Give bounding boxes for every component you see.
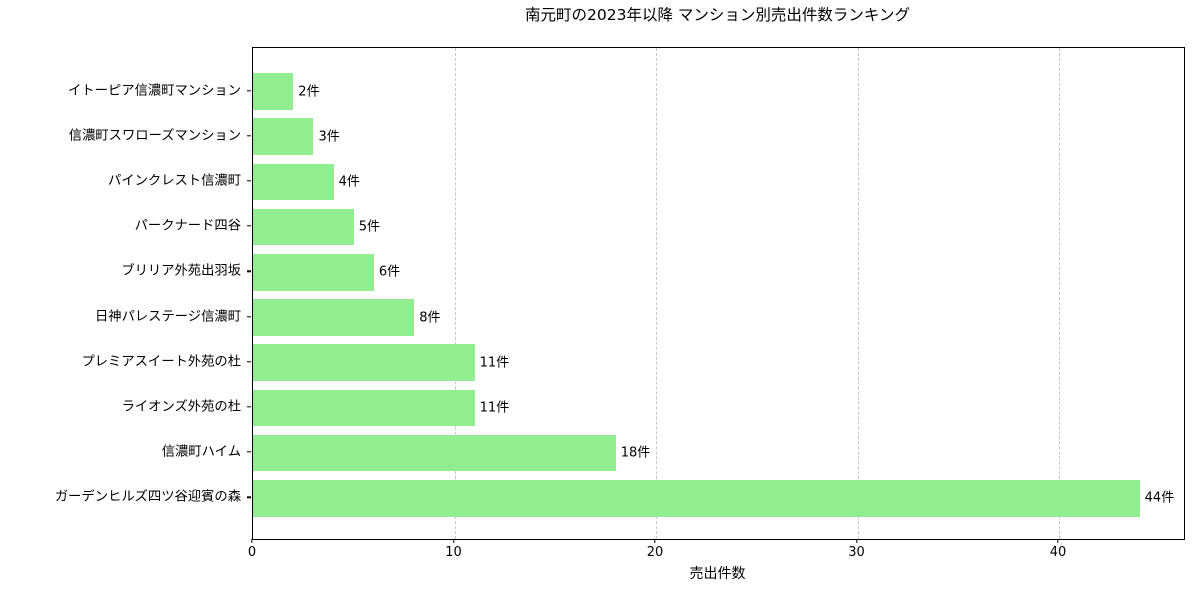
x-tick-mark [654, 539, 656, 544]
gridline [1059, 48, 1061, 539]
bar-value-label: 6件 [378, 264, 401, 280]
bar-value-label: 18件 [620, 445, 651, 461]
bar [253, 163, 334, 201]
x-tick-label: 20 [646, 545, 664, 560]
bar-value-label: 4件 [338, 174, 360, 190]
x-axis-label: 売出件数 [689, 566, 746, 582]
bar-value-label: 8件 [419, 310, 441, 325]
y-tick-label: ブリリア外苑出羽坂 [121, 263, 241, 279]
x-tick-label: 30 [848, 545, 865, 560]
y-tick-label: パークナード四谷 [134, 218, 241, 234]
x-tick-mark [855, 539, 858, 544]
plot-area: 2件 3件 4件 5件 6件 8件 11件 11件 18件 44件 [252, 47, 1185, 540]
bar [253, 299, 415, 336]
y-tick-mark [246, 89, 251, 92]
bar [253, 118, 314, 155]
gridline [656, 48, 658, 539]
bar [253, 254, 374, 291]
gridline [454, 48, 456, 539]
bar-value-label: 5件 [358, 219, 381, 235]
x-tick-mark [452, 539, 455, 544]
y-tick-label: 信濃町スワローズマンション [68, 128, 241, 144]
x-tick-mark [251, 539, 253, 544]
x-tick-label: 10 [445, 545, 462, 560]
x-tick-mark [1057, 539, 1059, 544]
y-tick-mark [246, 180, 251, 182]
y-tick-label: 日神パレステージ信濃町 [95, 308, 241, 324]
y-tick-mark [246, 406, 251, 408]
y-tick-mark [246, 225, 251, 227]
bar-value-label: 44件 [1144, 490, 1175, 506]
y-tick-mark [246, 451, 251, 453]
y-tick-label: パインクレスト信濃町 [108, 173, 241, 189]
y-tick-label: 信濃町ハイム [161, 444, 241, 460]
bar-value-label: 3件 [318, 129, 340, 145]
chart-title: 南元町の2023年以降 マンション別売出件数ランキング [525, 6, 910, 24]
y-tick-label: イトーピア信濃町マンション [68, 82, 241, 98]
bar [253, 480, 1140, 517]
y-tick-mark [246, 360, 251, 363]
x-tick-label: 40 [1049, 545, 1067, 560]
bar [253, 389, 475, 427]
y-tick-mark [246, 496, 251, 498]
y-tick-mark [246, 270, 251, 272]
y-tick-label: ライオンズ外苑の杜 [121, 399, 241, 415]
y-tick-label: ガーデンヒルズ四ツ谷迎賓の森 [54, 489, 241, 505]
y-tick-mark [246, 315, 251, 318]
y-tick-mark [246, 134, 251, 137]
bar [253, 73, 294, 110]
bar [253, 208, 354, 246]
bar [253, 434, 616, 472]
bar-value-label: 11件 [479, 355, 510, 371]
bar [253, 344, 475, 381]
bar-value-label: 11件 [479, 400, 510, 416]
y-tick-label: プレミアスイート外苑の杜 [81, 354, 241, 370]
bar-value-label: 2件 [298, 84, 320, 99]
x-tick-label: 0 [247, 545, 257, 560]
gridline [857, 48, 859, 539]
